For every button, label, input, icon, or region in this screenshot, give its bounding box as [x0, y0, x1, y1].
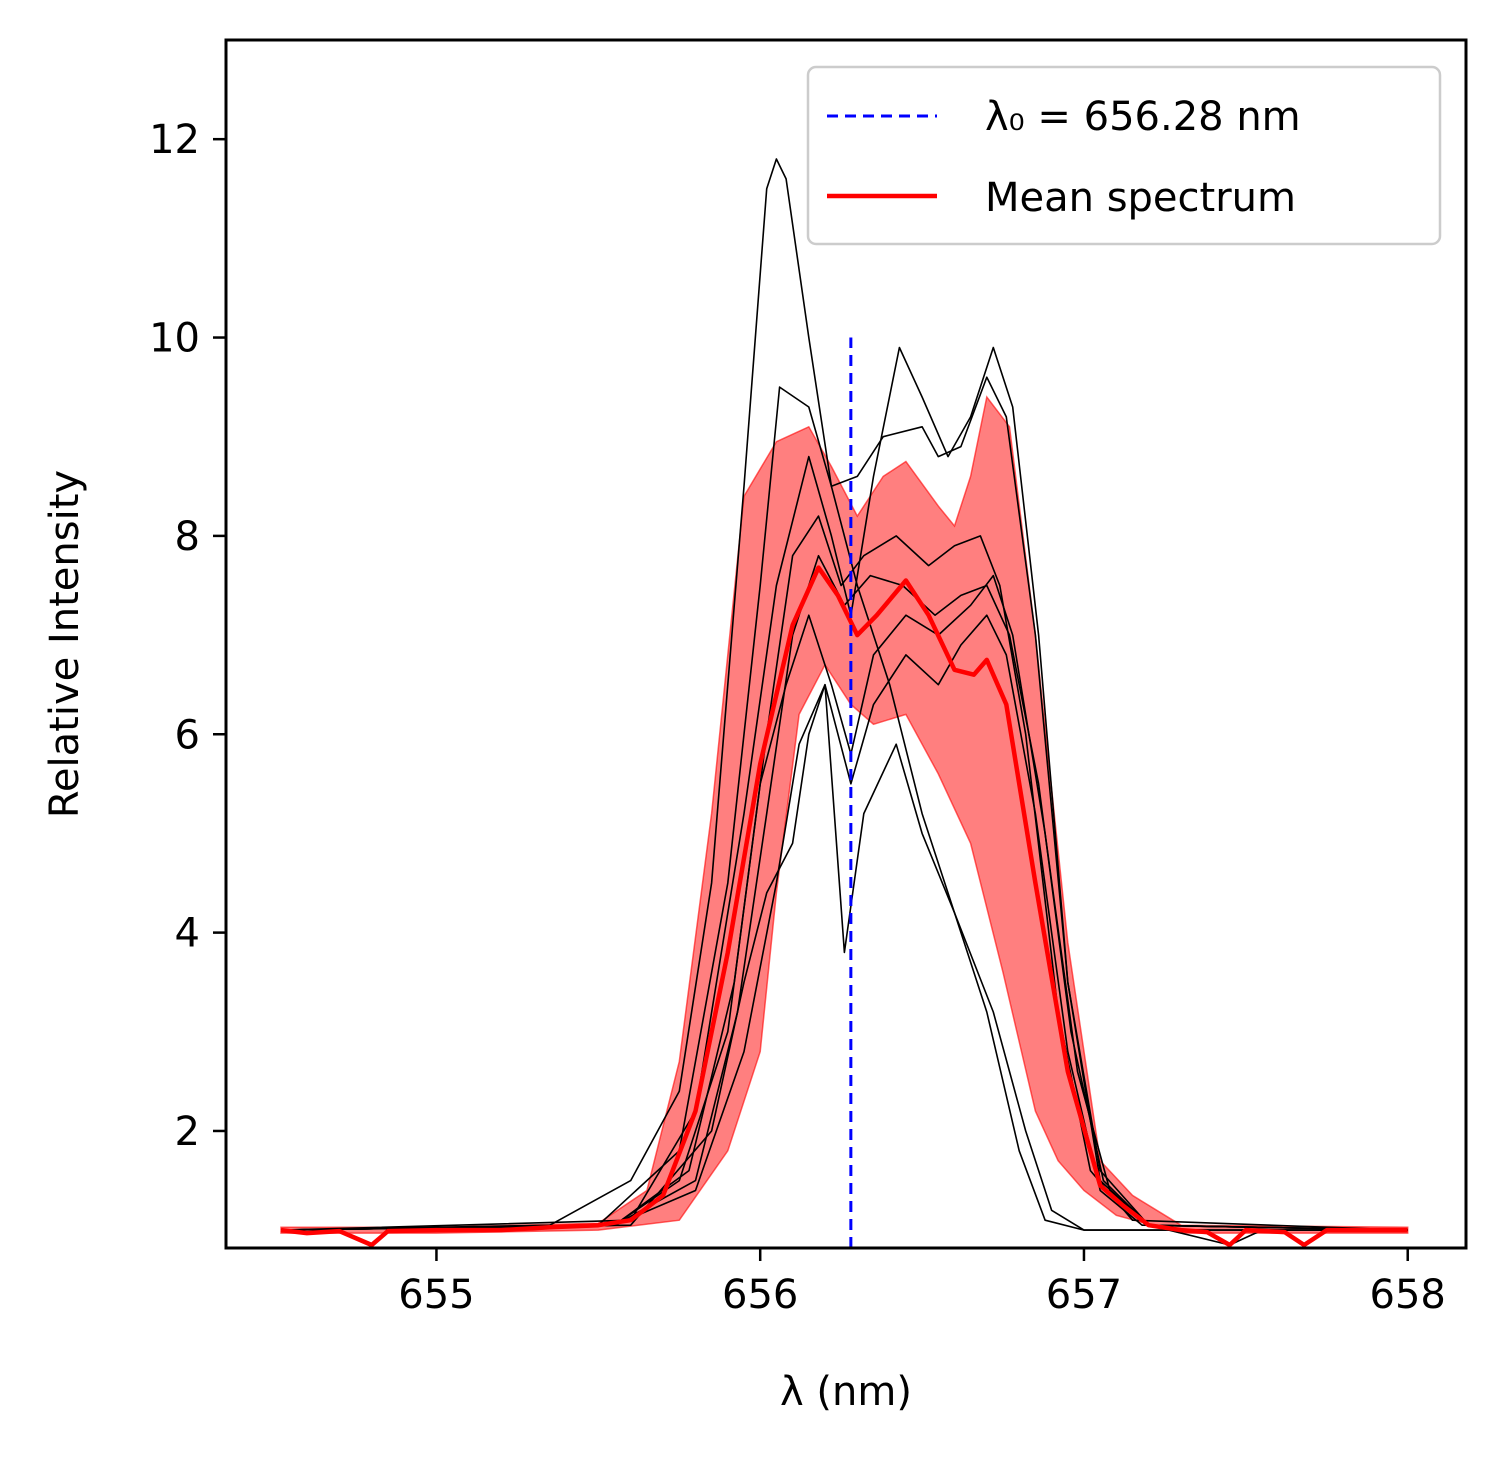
x-axis-ticks: 655 656 657 658 [398, 1248, 1446, 1318]
y-tick-label: 6 [175, 712, 200, 758]
y-tick-label: 8 [175, 514, 200, 560]
x-tick-label: 657 [1046, 1272, 1122, 1318]
plot-frame [224, 38, 1468, 1250]
y-tick-label: 4 [175, 911, 200, 957]
spectrum-line-2 [280, 376, 1408, 1246]
mean-spectrum-layer [280, 565, 1408, 1248]
spectrum-line-7 [280, 614, 1408, 1231]
legend-mean-label: Mean spectrum [985, 175, 1296, 221]
y-tick-label: 2 [175, 1109, 200, 1155]
plot-area [280, 158, 1409, 1248]
y-tick-label: 10 [149, 316, 200, 362]
mean-spectrum-line [280, 565, 1408, 1248]
x-axis-label: λ (nm) [780, 1369, 912, 1415]
y-axis-label: Relative Intensity [42, 470, 88, 818]
spectrum-line-5 [280, 574, 1408, 1231]
legend-reference-label: λ₀ = 656.28 nm [985, 94, 1301, 140]
legend-box [806, 65, 1442, 246]
y-axis-ticks: 2 4 6 8 10 12 [149, 117, 226, 1155]
x-tick-label: 658 [1370, 1272, 1446, 1318]
spectrum-line-3 [280, 346, 1408, 1231]
legend: λ₀ = 656.28 nm Mean spectrum [806, 65, 1442, 246]
x-tick-label: 655 [398, 1272, 474, 1318]
x-tick-label: 656 [722, 1272, 798, 1318]
y-tick-label: 12 [149, 117, 200, 163]
